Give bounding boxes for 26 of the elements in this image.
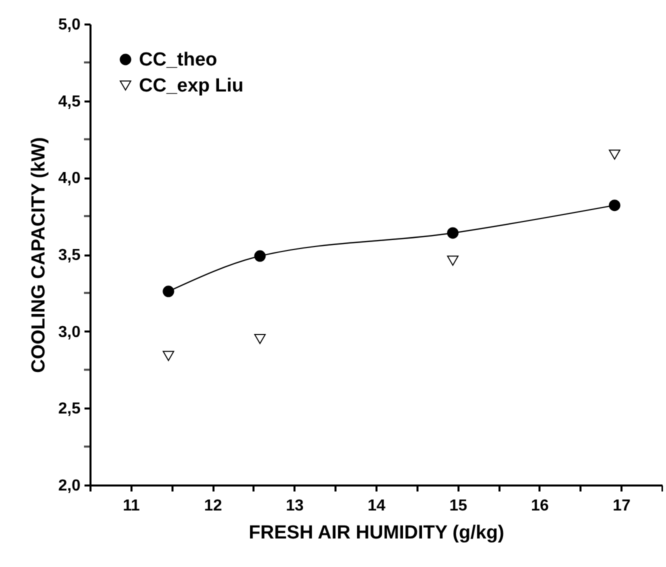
x-axis-title: FRESH AIR HUMIDITY (g/kg) [248, 522, 504, 544]
x-tick-label: 12 [204, 498, 222, 514]
point [447, 227, 459, 239]
point [162, 286, 174, 298]
x-tick-label: 17 [612, 498, 631, 514]
legend-label: CC_theo [139, 50, 218, 70]
y-tick-label: 3,0 [58, 324, 81, 341]
point [608, 200, 620, 212]
y-tick-label: 2,5 [58, 400, 81, 418]
y-tick-label: 4,5 [58, 93, 81, 110]
point [254, 334, 266, 344]
legend-label: CC_exp Liu [139, 76, 244, 96]
x-tick-label: 11 [122, 498, 140, 514]
y-axis-title: COOLING CAPACITY (kW) [28, 137, 50, 373]
y-tick-label: 2,0 [58, 478, 81, 494]
point [254, 250, 266, 262]
x-tick-label: 15 [449, 498, 468, 514]
y-tick-label: 5,0 [58, 16, 81, 34]
x-tick-label: 16 [531, 498, 549, 514]
point [608, 150, 620, 160]
point [162, 350, 174, 361]
x-tick-label: 13 [286, 498, 304, 514]
y-tick-label: 4,0 [58, 170, 81, 188]
point [447, 256, 459, 266]
x-tick-label: 14 [368, 498, 386, 514]
y-tick-label: 3,5 [58, 247, 81, 264]
